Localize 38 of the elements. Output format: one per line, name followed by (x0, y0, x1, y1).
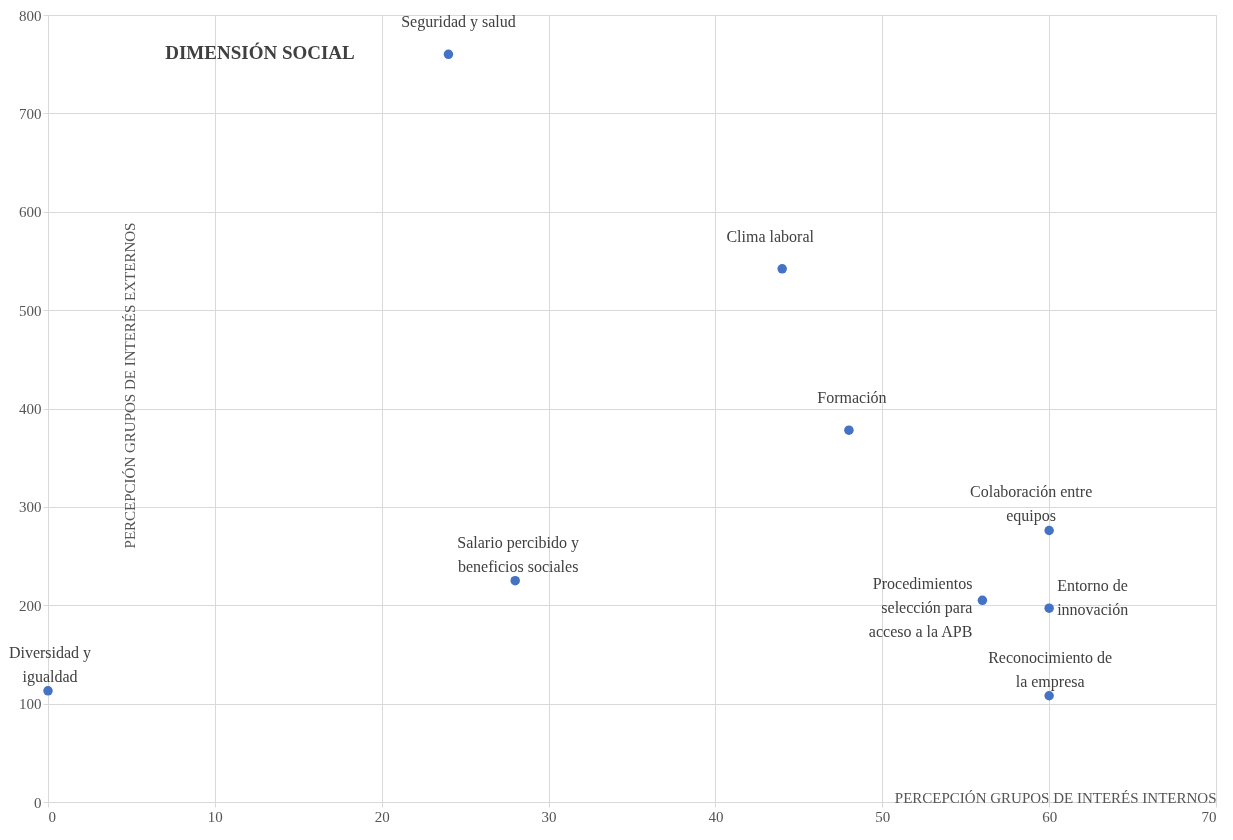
annotation: Colaboración entre equipos (970, 483, 1093, 526)
point (777, 264, 787, 274)
y-tick-label: 800 (19, 7, 42, 24)
annotation: Diversidad y igualdad (8, 643, 92, 686)
annotation: Procedimientos selección para acceso a la APB (868, 575, 973, 641)
point (977, 595, 988, 606)
x-tick-label: 30 (541, 808, 557, 825)
y-axis-title: PERCEPCIÓN GRUPOS DE INTERÉS EXTERNOS (121, 222, 138, 549)
annotation: Salario percibido y beneficios sociales (457, 533, 580, 575)
point (1044, 525, 1054, 536)
x-tick-label: 70 (1201, 808, 1217, 825)
x-tick-label: 20 (374, 808, 390, 825)
x-tick-label: 50 (875, 808, 891, 825)
point (510, 575, 520, 586)
annotation: Seguridad y salud (401, 13, 516, 32)
x-tick-label: 60 (1042, 808, 1058, 825)
x-tick-label: 10 (207, 808, 223, 825)
point (1044, 691, 1054, 701)
x-tick-label: 40 (708, 808, 724, 825)
x-tick-label: 0 (48, 808, 56, 825)
point (1044, 603, 1054, 613)
y-tick-label: 700 (19, 105, 42, 122)
y-tick-label: 300 (19, 499, 42, 516)
annotation: Reconocimiento de la empresa (988, 648, 1113, 691)
y-tick-label: 400 (19, 401, 42, 417)
y-tick-label: 200 (19, 597, 42, 614)
text: DIMENSIÓN SOCIAL (165, 42, 355, 63)
point (43, 686, 53, 696)
y-tick-label: 600 (19, 204, 42, 221)
annotation: Entorno de innovación (1057, 577, 1129, 619)
y-tick-label: 100 (19, 696, 42, 713)
y-tick-label: 500 (19, 302, 42, 319)
point (443, 49, 454, 60)
point (844, 425, 854, 435)
x-axis-title: PERCEPCIÓN GRUPOS DE INTERÉS INTERNOS (894, 789, 1217, 806)
y-tick-label: 0 (34, 794, 42, 811)
annotation: Clima laboral (726, 227, 815, 245)
annotation: Formación (817, 389, 887, 407)
